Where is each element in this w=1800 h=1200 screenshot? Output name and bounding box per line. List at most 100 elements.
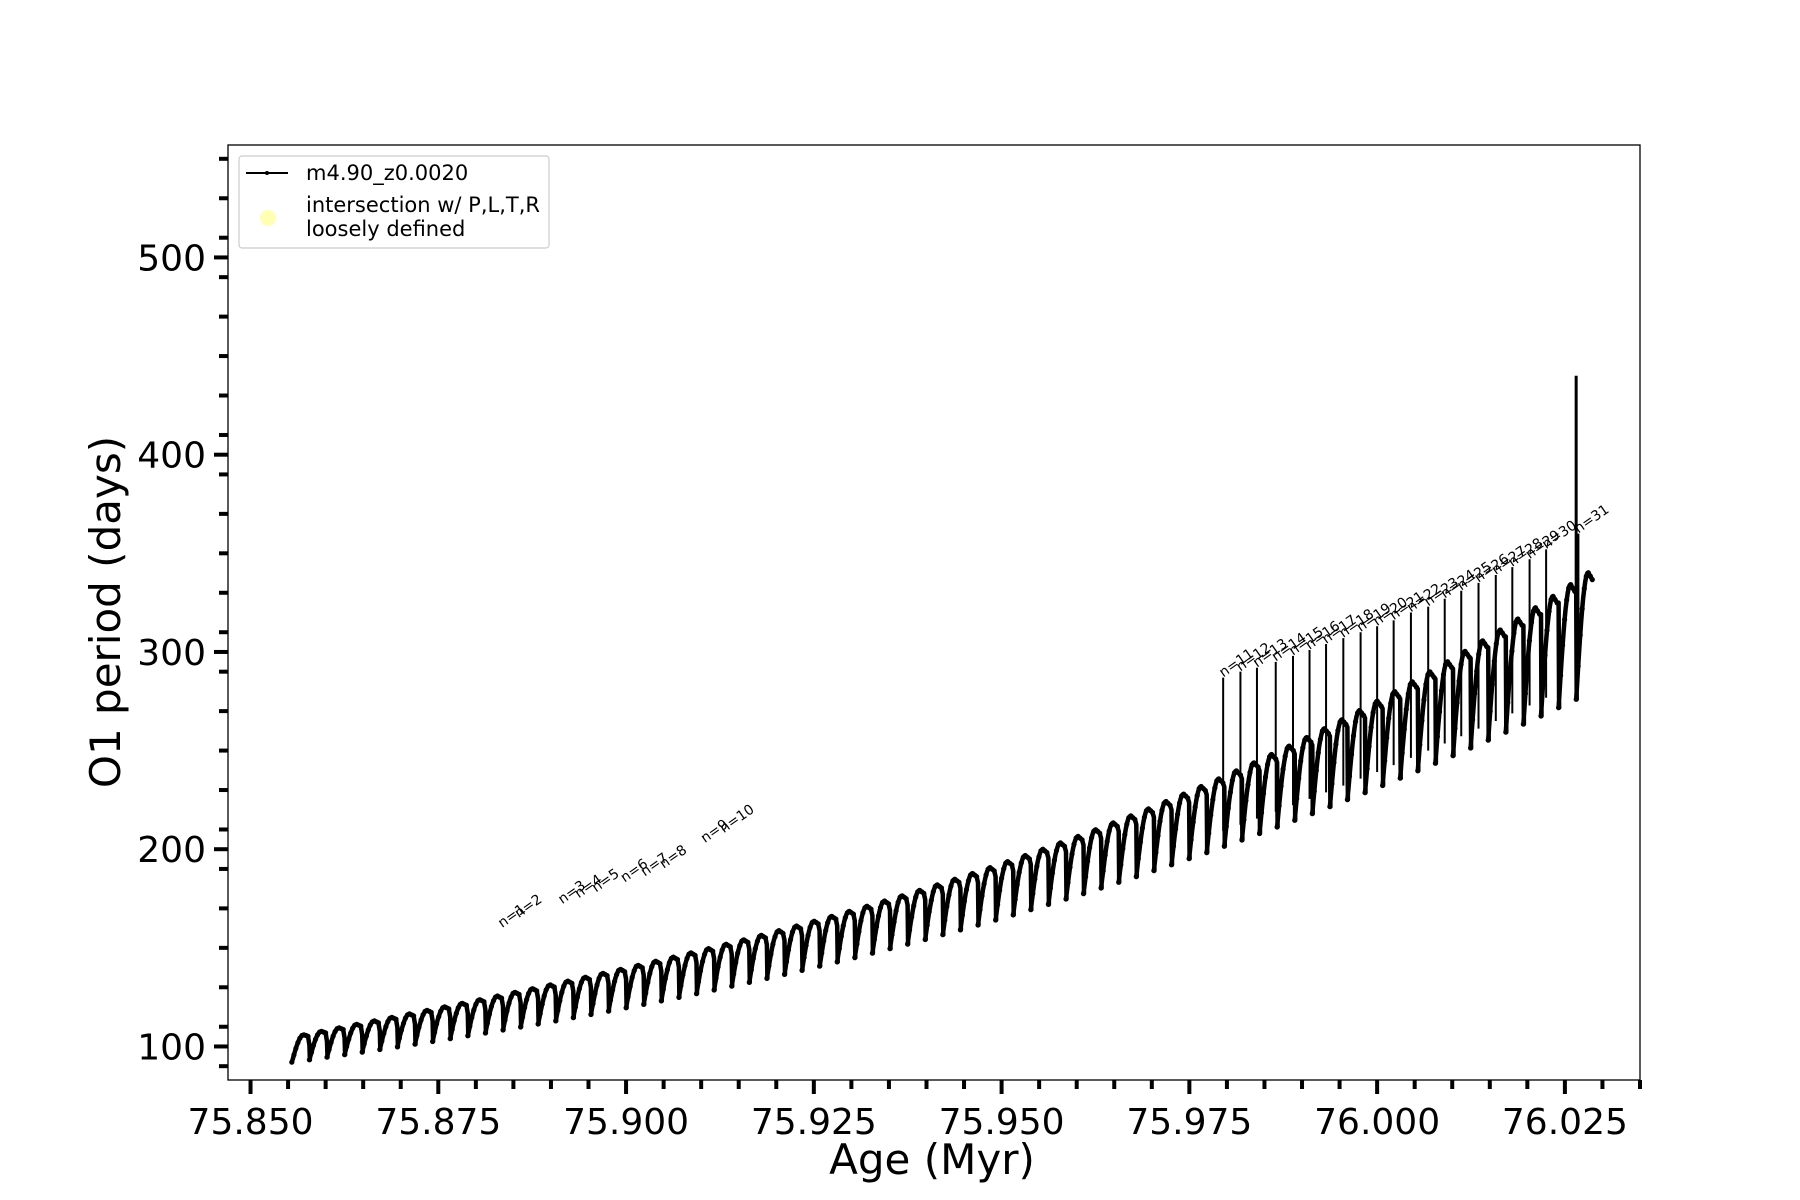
series-point [693,991,700,997]
x-tick-label: 75.925 [751,1102,877,1143]
series-point [1124,821,1130,827]
series-point [1102,852,1108,858]
series-point [1256,830,1263,837]
series-point [1468,745,1474,751]
series-point [453,1010,459,1017]
series-point [342,1052,348,1058]
series-point [1173,826,1179,832]
series-point [1344,797,1350,803]
series-point [1221,843,1227,849]
series-point [308,1049,315,1055]
series-point [993,917,999,923]
series-point [770,941,776,947]
series-point [875,913,882,919]
series-point [1139,825,1145,831]
series-point [957,927,964,933]
series-point [1396,694,1402,700]
series-point [1028,907,1034,913]
series-point [625,994,631,1000]
series-point [305,1033,311,1039]
series-point [1009,862,1015,868]
series-point [436,1014,442,1020]
series-point [1278,783,1284,789]
legend-frame [238,155,550,249]
x-tick-label: 75.875 [375,1102,501,1143]
series-point [524,997,530,1003]
series-point [913,894,919,900]
series-point [702,951,708,957]
series-point [612,978,618,984]
x-axis: 75.850 75.875 75.900 75.925 75.950 75.975 76.0… [188,1080,1642,1143]
series-point [572,1004,579,1010]
series-point [1274,824,1280,830]
series-point [1141,814,1147,820]
series-point [639,965,645,971]
series-point [1558,672,1564,679]
series-point [1325,730,1331,736]
series-point [1315,750,1321,756]
series-point [1419,718,1425,724]
series-point [393,1016,399,1022]
series-point [1157,818,1163,824]
series-point [999,875,1005,881]
series-point [805,932,811,938]
series-point [1151,868,1157,874]
series-point [1487,708,1493,714]
series-point [1116,879,1122,885]
series-point [815,921,821,927]
series-point [785,947,792,953]
series-point [559,989,565,996]
series-point [895,899,901,906]
series-point [537,1011,543,1017]
series-point [1298,758,1304,764]
series-point [1538,713,1544,719]
series-point [1245,782,1251,788]
series-point [614,972,620,978]
series-point [1346,773,1353,779]
y-tick-label: 200 [137,830,206,871]
series-point [731,971,737,977]
y-axis-label: O1 period (days) [81,436,130,788]
series-point [1155,833,1161,839]
series-point [383,1024,389,1030]
series-point [469,1014,475,1021]
x-tick-label: 75.975 [1126,1102,1252,1143]
series-point [381,1030,387,1036]
series-point [1079,837,1085,843]
series-point [995,902,1001,908]
series-point [1241,817,1247,823]
y-axis: 100 200 300 400 500 [137,156,228,1068]
series-point [1537,611,1543,617]
series-point [1177,800,1183,806]
y-tick-label: 400 [137,436,206,477]
series-point [411,1013,417,1019]
x-tick-label: 75.950 [939,1102,1065,1143]
series-point [658,998,664,1004]
legend-label-series: m4.90_z0.0020 [306,161,468,186]
series-point [1370,710,1376,716]
series-point [1239,837,1245,843]
series-point [1229,777,1235,783]
x-tick-label: 75.850 [188,1102,314,1143]
series-point [557,998,563,1004]
series-point [330,1033,336,1039]
series-point [938,885,945,891]
legend-dot-marker [265,171,269,175]
series-point [522,1005,528,1011]
series-point [1227,789,1233,795]
series-point [553,1018,559,1024]
series-point [752,946,758,952]
series-point [1311,788,1317,794]
series-point [1087,845,1093,851]
series-point [1519,622,1525,628]
series-point [924,922,930,928]
series-point [310,1042,317,1048]
series-point [807,924,813,930]
series-point [1507,672,1513,678]
series-point [1280,766,1286,772]
series-point [645,979,651,986]
series-point [678,983,684,989]
series-point [1067,864,1073,870]
series-point [526,990,532,997]
series-point [1243,798,1249,804]
